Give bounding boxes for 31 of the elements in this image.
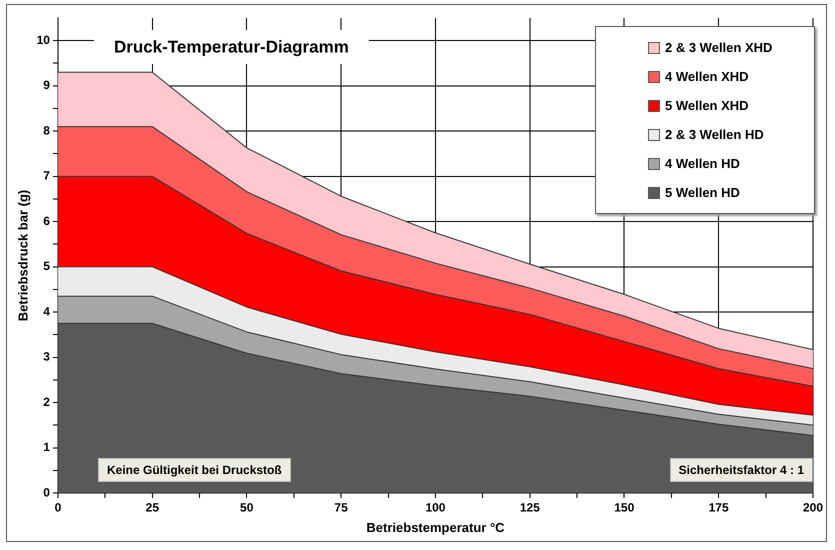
x-tick-label: 125 (520, 500, 540, 515)
y-axis-title: Betriebsdruck bar (g) (15, 190, 30, 322)
y-tick-label: 4 (43, 304, 50, 318)
y-tick-label: 3 (43, 350, 50, 364)
y-tick-label: 5 (43, 259, 50, 274)
x-tick-label: 50 (240, 500, 254, 515)
legend-label: 2 & 3 Wellen XHD (665, 40, 772, 55)
y-tick-label: 6 (43, 214, 50, 228)
x-tick-label: 75 (334, 500, 348, 515)
x-tick-label: 0 (54, 500, 62, 515)
x-axis-title: Betriebstemperatur °C (366, 520, 506, 535)
x-tick-label: 175 (708, 500, 729, 515)
y-tick-label: 0 (43, 485, 50, 500)
legend-label: 4 Wellen HD (665, 156, 740, 171)
annotation: Keine Gültigkeit bei Druckstoß (98, 458, 291, 482)
y-tick-label: 1 (43, 440, 50, 454)
y-tick-label: 10 (36, 32, 50, 47)
x-tick-label: 100 (425, 500, 446, 515)
y-tick-label: 2 (43, 394, 50, 409)
y-tick-label: 7 (43, 168, 50, 183)
x-tick-label: 200 (802, 500, 824, 515)
legend-label: 5 Wellen XHD (665, 98, 749, 113)
y-tick-label: 9 (43, 78, 50, 92)
annotation: Sicherheitsfaktor 4 : 1 (670, 458, 813, 482)
text: Druck-Temperatur-Diagramm (114, 38, 349, 57)
legend-label: 5 Wellen HD (665, 185, 740, 200)
legend-label: 4 Wellen XHD (665, 69, 749, 84)
y-tick-label: 8 (43, 123, 50, 138)
legend-label: 2 & 3 Wellen HD (665, 127, 764, 142)
x-tick-label: 25 (146, 500, 160, 515)
x-tick-label: 150 (614, 500, 635, 515)
